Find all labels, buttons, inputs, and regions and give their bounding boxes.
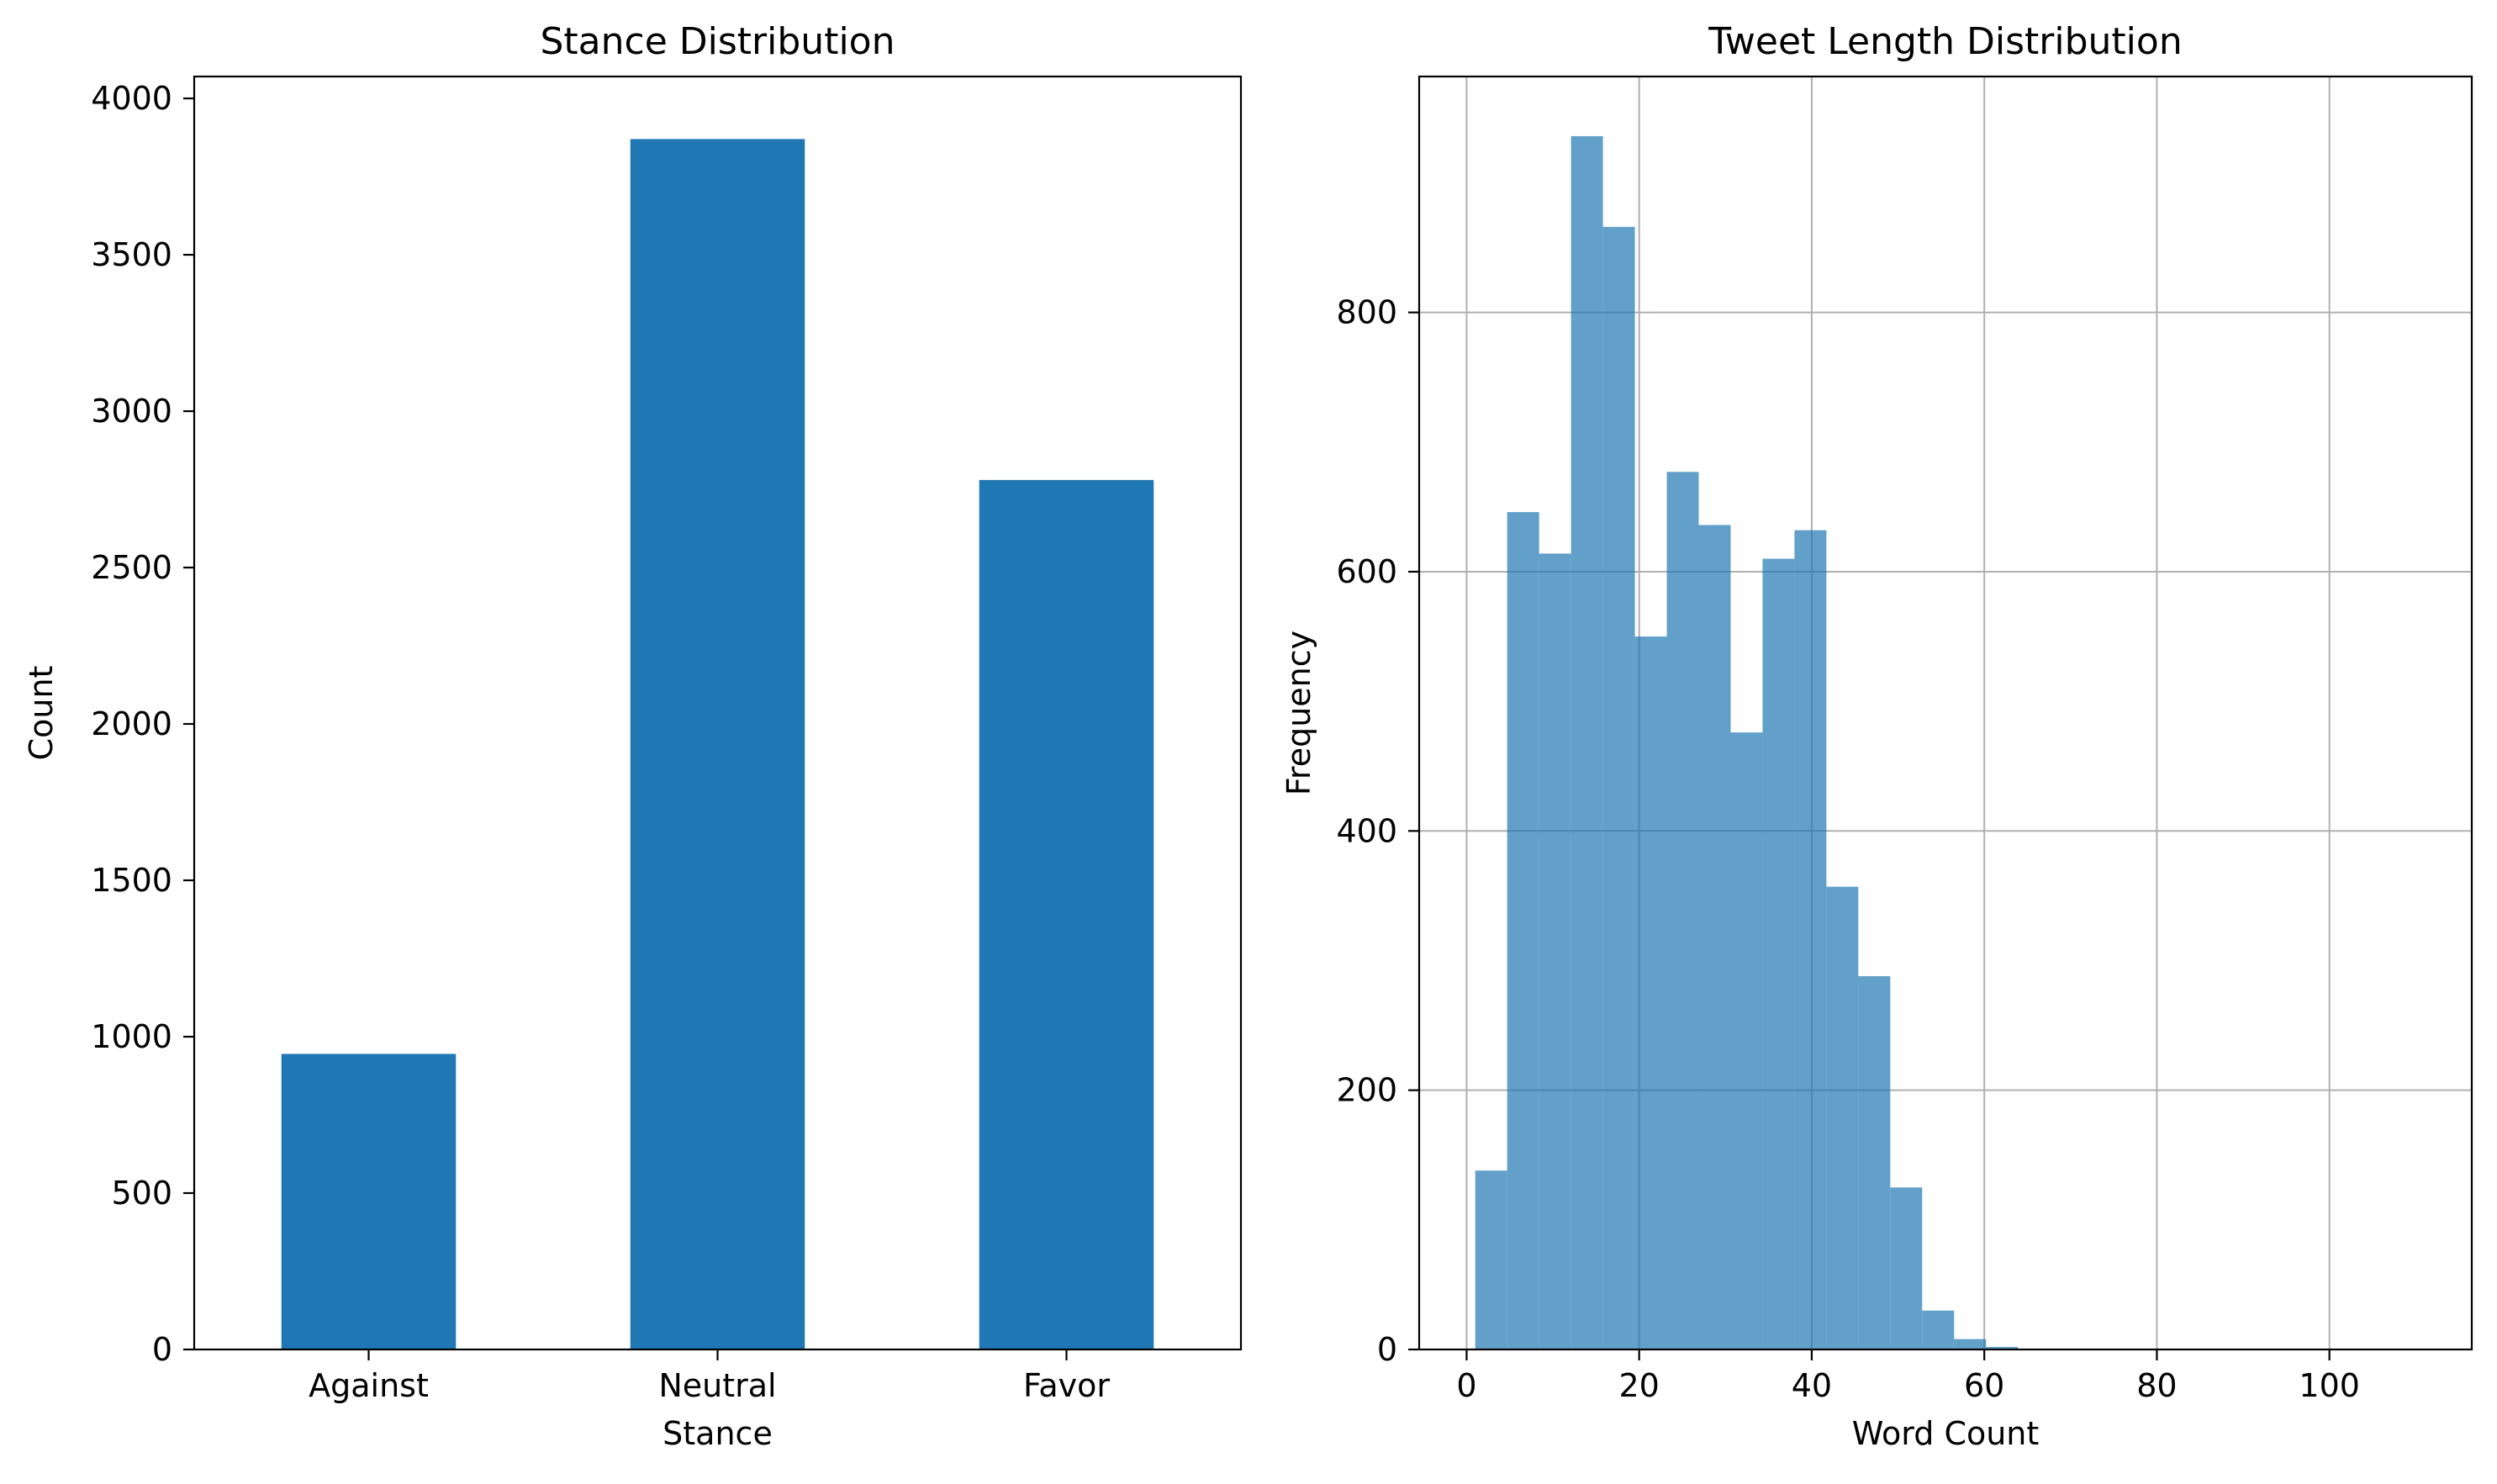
histogram-bar — [1794, 530, 1827, 1349]
y-tick-label: 200 — [1336, 1072, 1397, 1109]
histogram-bar — [1986, 1346, 2019, 1349]
bar-neutral — [630, 139, 805, 1349]
histogram-bar — [1890, 1187, 1923, 1349]
y-tick-label: 0 — [1377, 1331, 1397, 1368]
histogram-bar — [1730, 732, 1763, 1349]
tweet-length-x-ticks: 0 20 40 60 80 100 — [1456, 1349, 2360, 1404]
histogram-bar — [1954, 1339, 1987, 1349]
histogram-bar — [1602, 226, 1635, 1350]
stance-bars — [281, 139, 1154, 1349]
x-tick-label: 100 — [2299, 1367, 2360, 1404]
x-tick-label-favor: Favor — [1023, 1367, 1110, 1404]
y-tick-label: 2500 — [91, 549, 172, 586]
histogram-bar — [1666, 472, 1699, 1350]
stance-x-ticks: Against Neutral Favor — [309, 1349, 1110, 1404]
y-tick-label: 800 — [1336, 294, 1397, 331]
x-tick-label: 60 — [1964, 1367, 2004, 1404]
histogram-bar — [1858, 975, 1891, 1349]
tweet-length-chart: 0 20 40 60 80 100 0 200 400 600 800 Tweet Length … — [1280, 20, 2473, 1452]
y-tick-label: 0 — [152, 1331, 172, 1368]
histogram-bar — [1698, 525, 1731, 1349]
x-tick-label: 40 — [1792, 1367, 1832, 1404]
y-tick-label: 400 — [1336, 812, 1397, 849]
stance-distribution-chart: Against Neutral Favor 0 500 1000 1500 2000 2500… — [23, 20, 1243, 1452]
histogram-bar — [1475, 1170, 1507, 1349]
stance-y-ticks: 0 500 1000 1500 2000 2500 3000 3500 4000 — [91, 80, 194, 1368]
tweet-length-bars — [1475, 135, 2019, 1350]
histogram-bar — [1922, 1310, 1955, 1349]
y-tick-label: 4000 — [91, 80, 172, 117]
y-tick-label: 3500 — [91, 236, 172, 273]
histogram-bar — [1507, 512, 1539, 1349]
y-tick-label: 600 — [1336, 553, 1397, 590]
tweet-length-y-axis-label: Frequency — [1280, 631, 1317, 795]
tweet-length-chart-title: Tweet Length Distribution — [1708, 20, 2182, 63]
histogram-bar — [1539, 553, 1571, 1349]
stance-x-axis-label: Stance — [663, 1415, 773, 1452]
x-tick-label-against: Against — [309, 1367, 429, 1404]
y-tick-label: 1000 — [91, 1018, 172, 1055]
histogram-bar — [1571, 135, 1603, 1350]
y-tick-label: 3000 — [91, 393, 172, 430]
histogram-bar — [1762, 558, 1795, 1349]
tweet-length-y-ticks: 0 200 400 600 800 — [1336, 294, 1419, 1368]
x-tick-label-neutral: Neutral — [658, 1367, 776, 1404]
bar-favor — [979, 479, 1154, 1349]
x-tick-label: 0 — [1456, 1367, 1476, 1404]
stance-chart-title: Stance Distribution — [541, 20, 895, 63]
stance-y-axis-label: Count — [23, 666, 60, 761]
bar-against — [281, 1054, 457, 1349]
histogram-bar — [1826, 886, 1859, 1349]
y-tick-label: 500 — [111, 1175, 172, 1212]
x-tick-label: 20 — [1619, 1367, 1660, 1404]
histogram-bar — [1634, 636, 1667, 1349]
y-tick-label: 1500 — [91, 862, 172, 899]
y-tick-label: 2000 — [91, 705, 172, 742]
tweet-length-x-axis-label: Word Count — [1852, 1415, 2040, 1452]
x-tick-label: 80 — [2136, 1367, 2177, 1404]
tweet-length-plot-frame — [1417, 75, 2473, 1351]
